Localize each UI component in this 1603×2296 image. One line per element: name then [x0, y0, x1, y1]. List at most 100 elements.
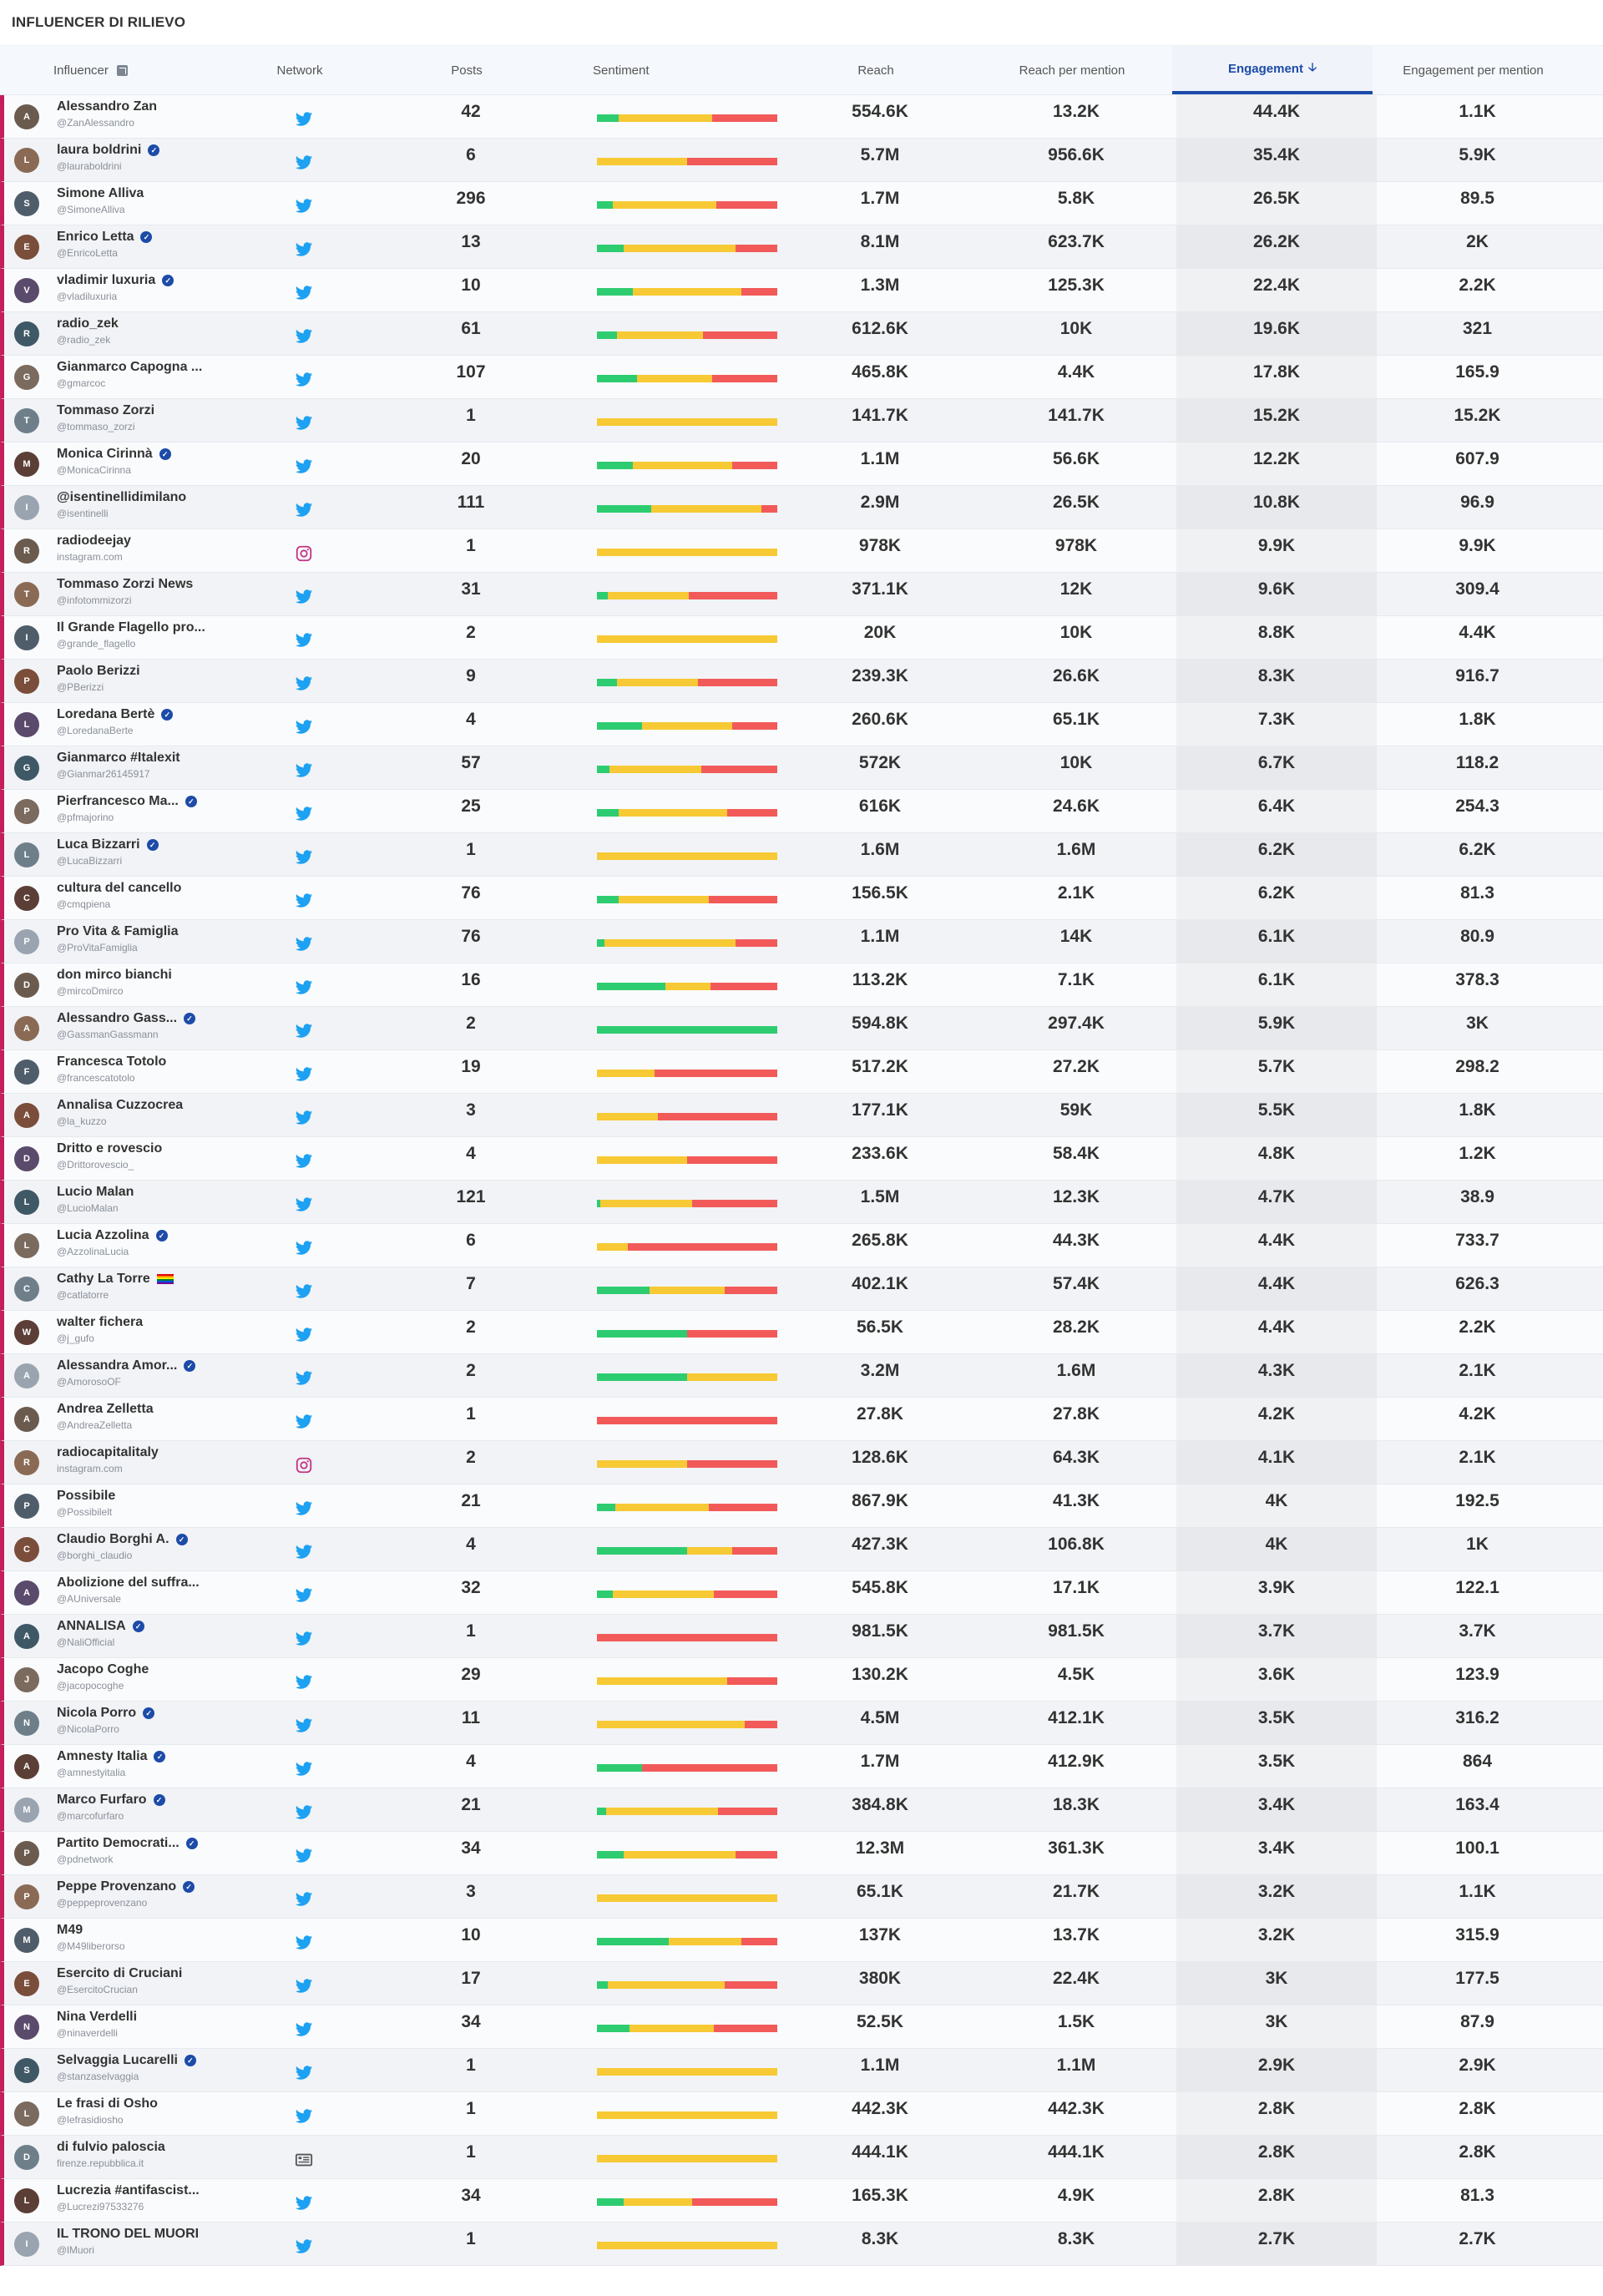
table-row[interactable]: N Nicola Porro ✓ @NicolaPorro 11 4.5M 412.1K 3.…	[0, 1702, 1603, 1745]
sentiment-bar[interactable]	[597, 1417, 777, 1424]
sentiment-bar[interactable]	[597, 1287, 777, 1294]
influencer-name[interactable]: Luca Bizzarri ✓	[57, 837, 159, 852]
table-row[interactable]: A Alessandra Amor... ✓ @AmorosoOF 2 3.2M 1.6M 4…	[0, 1354, 1603, 1398]
column-header-sentiment[interactable]: Sentiment	[593, 63, 650, 78]
influencer-name[interactable]: Paolo Berizzi	[57, 664, 140, 679]
avatar[interactable]: M	[14, 1797, 39, 1823]
influencer-cell[interactable]: L Loredana Bertè ✓ @LoredanaBerte	[4, 703, 241, 746]
table-row[interactable]: A ANNALISA ✓ @NaliOfficial 1 981.5K 981.5K 3.7K…	[0, 1615, 1603, 1658]
influencer-name[interactable]: radiocapitalitaly	[57, 1445, 159, 1460]
influencer-name[interactable]: Alessandro Gass... ✓	[57, 1011, 196, 1026]
sentiment-bar[interactable]	[597, 1070, 777, 1077]
influencer-cell[interactable]: G Gianmarco Capogna ... @gmarcoc	[4, 356, 241, 398]
influencer-cell[interactable]: A ANNALISA ✓ @NaliOfficial	[4, 1615, 241, 1657]
table-row[interactable]: I @isentinellidimilano @isentinelli 111 2.9M…	[0, 486, 1603, 529]
table-row[interactable]: P Partito Democrati... ✓ @pdnetwork 34 12.3M 3…	[0, 1832, 1603, 1875]
sentiment-bar[interactable]	[597, 1851, 777, 1859]
influencer-cell[interactable]: M Monica Cirinnà ✓ @MonicaCirinna	[4, 443, 241, 485]
table-row[interactable]: P Possibile @Possibilelt 21 867.9K 41.3K 4K 192…	[0, 1484, 1603, 1528]
table-row[interactable]: L Lucia Azzolina ✓ @AzzolinaLucia 6 265.8K 44.…	[0, 1224, 1603, 1267]
column-header-reach[interactable]: Reach	[857, 63, 894, 78]
influencer-name[interactable]: Lucio Malan	[57, 1185, 134, 1200]
sentiment-bar[interactable]	[597, 418, 777, 426]
table-row[interactable]: F Francesca Totolo @francescatotolo 19 517.2…	[0, 1050, 1603, 1094]
influencer-name[interactable]: Il Grande Flagello pro...	[57, 620, 205, 635]
table-row[interactable]: S Simone Alliva @SimoneAlliva 296 1.7M 5.8K 26…	[0, 182, 1603, 225]
influencer-cell[interactable]: L Lucio Malan @LucioMalan	[4, 1181, 241, 1223]
avatar[interactable]: I	[14, 494, 39, 520]
sentiment-bar[interactable]	[597, 1243, 777, 1251]
sentiment-bar[interactable]	[597, 766, 777, 773]
influencer-name[interactable]: Selvaggia Lucarelli ✓	[57, 2053, 196, 2068]
influencer-cell[interactable]: A Andrea Zelletta @AndreaZelletta	[4, 1398, 241, 1440]
influencer-name[interactable]: di fulvio paloscia	[57, 2140, 165, 2155]
sentiment-bar[interactable]	[597, 1373, 777, 1381]
sentiment-bar[interactable]	[597, 2111, 777, 2119]
influencer-name[interactable]: Francesca Totolo	[57, 1054, 166, 1070]
sentiment-bar[interactable]	[597, 635, 777, 643]
influencer-name[interactable]: Pro Vita & Famiglia	[57, 924, 179, 939]
influencer-cell[interactable]: P Pierfrancesco Ma... ✓ @pfmajorino	[4, 790, 241, 832]
influencer-cell[interactable]: P Partito Democrati... ✓ @pdnetwork	[4, 1832, 241, 1874]
influencer-name[interactable]: Enrico Letta ✓	[57, 230, 153, 245]
sentiment-bar[interactable]	[597, 592, 777, 599]
sentiment-bar[interactable]	[597, 1634, 777, 1641]
table-row[interactable]: T Tommaso Zorzi @tommaso_zorzi 1 141.7K 141.7…	[0, 399, 1603, 443]
influencer-cell[interactable]: P Pro Vita & Famiglia @ProVitaFamiglia	[4, 920, 241, 963]
table-row[interactable]: A Alessandro Gass... ✓ @GassmanGassmann 2 594…	[0, 1007, 1603, 1050]
influencer-cell[interactable]: C Cathy La Torre @catlatorre	[4, 1267, 241, 1310]
avatar[interactable]: R	[14, 538, 39, 564]
sentiment-bar[interactable]	[597, 1330, 777, 1338]
export-icon[interactable]	[116, 64, 128, 76]
influencer-cell[interactable]: N Nina Verdelli @ninaverdelli	[4, 2005, 241, 2048]
influencer-name[interactable]: @isentinellidimilano	[57, 490, 186, 505]
influencer-cell[interactable]: A Abolizione del suffra... @AUniversale	[4, 1571, 241, 1614]
influencer-name[interactable]: Lucrezia #antifascist...	[57, 2183, 200, 2198]
avatar[interactable]: I	[14, 2231, 39, 2257]
influencer-cell[interactable]: I Il Grande Flagello pro... @grande_flagel…	[4, 616, 241, 659]
table-row[interactable]: E Enrico Letta ✓ @EnricoLetta 13 8.1M 623.7K 26…	[0, 225, 1603, 269]
avatar[interactable]: D	[14, 972, 39, 998]
avatar[interactable]: T	[14, 581, 39, 607]
influencer-name[interactable]: cultura del cancello	[57, 881, 181, 896]
sentiment-bar[interactable]	[597, 1808, 777, 1815]
influencer-cell[interactable]: G Gianmarco #Italexit @Gianmar26145917	[4, 746, 241, 789]
table-row[interactable]: M Monica Cirinnà ✓ @MonicaCirinna 20 1.1M 56.6…	[0, 443, 1603, 486]
avatar[interactable]: S	[14, 2057, 39, 2083]
influencer-cell[interactable]: J Jacopo Coghe @jacopocoghe	[4, 1658, 241, 1701]
influencer-name[interactable]: Amnesty Italia ✓	[57, 1749, 166, 1764]
influencer-name[interactable]: vladimir luxuria ✓	[57, 273, 174, 288]
avatar[interactable]: L	[14, 2101, 39, 2127]
influencer-cell[interactable]: A Alessandra Amor... ✓ @AmorosoOF	[4, 1354, 241, 1397]
avatar[interactable]: N	[14, 1710, 39, 1736]
influencer-name[interactable]: Tommaso Zorzi News	[57, 577, 193, 592]
table-row[interactable]: D Dritto e rovescio @Drittorovescio_ 4 233.6…	[0, 1137, 1603, 1181]
sentiment-bar[interactable]	[597, 201, 777, 209]
sentiment-bar[interactable]	[597, 1156, 777, 1164]
influencer-name[interactable]: Lucia Azzolina ✓	[57, 1228, 168, 1243]
influencer-name[interactable]: Dritto e rovescio	[57, 1141, 162, 1156]
sentiment-bar[interactable]	[597, 1721, 777, 1728]
avatar[interactable]: P	[14, 668, 39, 694]
avatar[interactable]: L	[14, 842, 39, 867]
influencer-cell[interactable]: E Esercito di Cruciani @EsercitoCrucian	[4, 1962, 241, 2005]
influencer-name[interactable]: Marco Furfaro ✓	[57, 1793, 165, 1808]
avatar[interactable]: S	[14, 190, 39, 216]
table-row[interactable]: P Pierfrancesco Ma... ✓ @pfmajorino 25 616K 24…	[0, 790, 1603, 833]
table-row[interactable]: G Gianmarco #Italexit @Gianmar26145917 57 57…	[0, 746, 1603, 790]
avatar[interactable]: A	[14, 1363, 39, 1388]
avatar[interactable]: I	[14, 625, 39, 650]
sentiment-bar[interactable]	[597, 505, 777, 513]
influencer-name[interactable]: M49	[57, 1923, 125, 1938]
table-row[interactable]: E Esercito di Cruciani @EsercitoCrucian 17 3…	[0, 1962, 1603, 2005]
avatar[interactable]: C	[14, 1536, 39, 1562]
avatar[interactable]: L	[14, 2187, 39, 2213]
influencer-name[interactable]: IL TRONO DEL MUORI	[57, 2227, 199, 2242]
influencer-cell[interactable]: A Amnesty Italia ✓ @amnestyitalia	[4, 1745, 241, 1788]
sentiment-bar[interactable]	[597, 245, 777, 252]
